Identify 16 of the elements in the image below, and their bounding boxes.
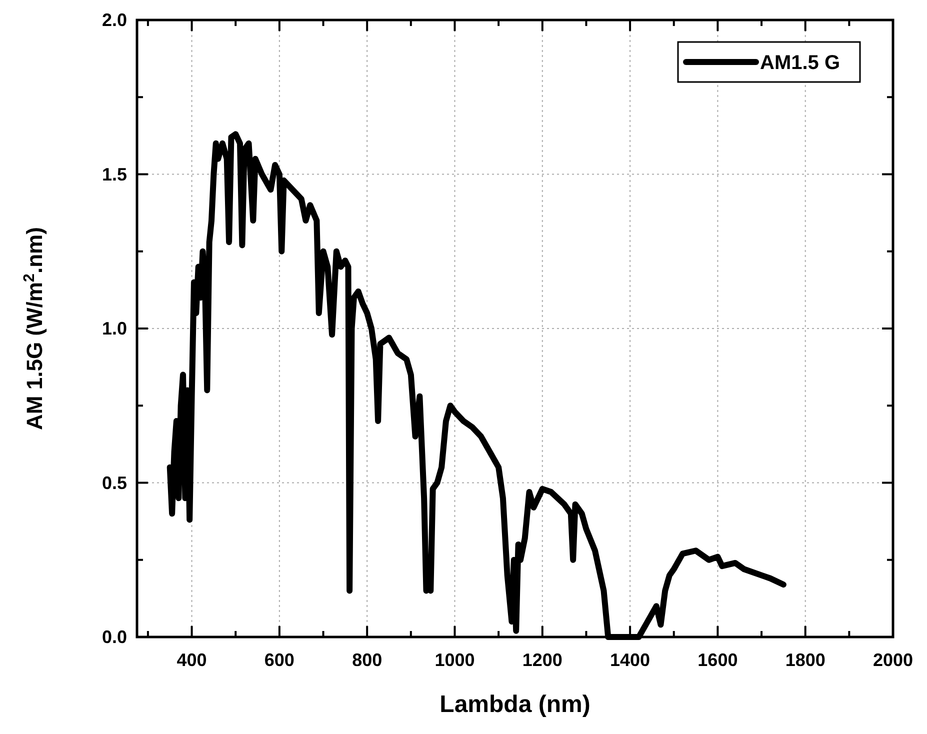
y-tick-label: 2.0 [102,10,127,30]
x-tick-label: 1600 [698,650,738,670]
y-tick-label: 1.0 [102,318,127,338]
x-axis-title: Lambda (nm) [440,691,590,718]
x-tick-label: 2000 [872,650,914,670]
x-tick-label: 600 [264,650,294,670]
legend-label: AM1.5 G [760,52,840,74]
x-tick-label: 1400 [610,650,650,670]
y-tick-label: 1.5 [102,164,127,184]
y-tick-label: 0.5 [102,472,127,493]
x-tick-label: 800 [352,650,382,670]
y-tick-label: 0.0 [102,627,127,647]
x-tick-label: 1000 [434,650,475,670]
x-tick-label: 1200 [522,650,562,670]
x-tick-label: 400 [176,650,207,670]
x-tick-label: 1800 [785,650,826,670]
